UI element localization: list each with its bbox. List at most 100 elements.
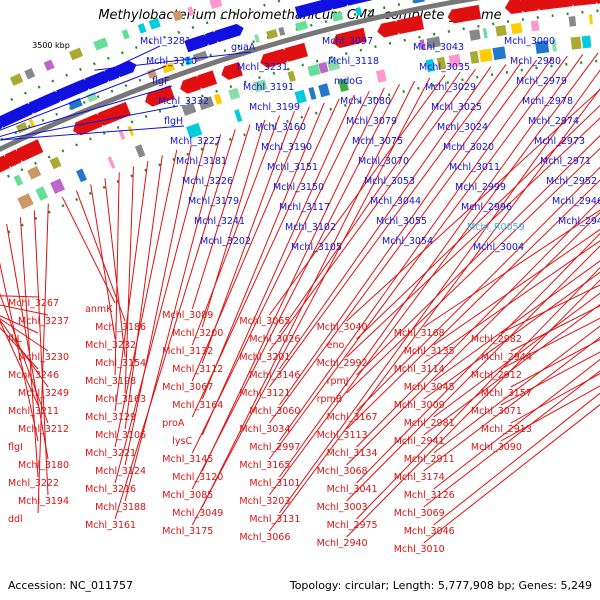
- cog-tick: [148, 17, 161, 30]
- gene-label-reverse: eno: [327, 340, 345, 351]
- gene-arrow: [194, 70, 218, 89]
- label-leader: [423, 336, 600, 472]
- gene-label-reverse: Mchl_3180: [18, 460, 69, 471]
- gene-label-reverse: Mchl_3101: [249, 478, 300, 489]
- gene-label-reverse: Mchl_3211: [8, 406, 59, 417]
- label-leader: [114, 149, 178, 448]
- cog-tick: [308, 87, 317, 100]
- cog-tick: [479, 48, 493, 63]
- cog-tick: [469, 29, 481, 41]
- gene-arrow: [145, 85, 175, 107]
- label-leader: [278, 66, 492, 370]
- label-leader: [268, 64, 507, 388]
- label-leader: [0, 65, 167, 131]
- cog-tick: [13, 174, 24, 187]
- gene-label-forward: Mchl_2973: [534, 136, 585, 147]
- cog-tick: [568, 16, 577, 27]
- gene-label-reverse: Mchl_2940: [317, 538, 368, 549]
- gene-arrow: [180, 75, 201, 94]
- label-leader: [356, 232, 600, 484]
- gene-label-reverse: Mchl_2941: [394, 436, 445, 447]
- label-leader: [423, 240, 600, 364]
- label-leader: [19, 217, 39, 478]
- label-leader: [0, 105, 179, 141]
- label-leader: [433, 358, 600, 490]
- label-leader: [33, 210, 49, 496]
- gene-arrow: [330, 0, 350, 10]
- gene-label-forward: Mchl_3029: [425, 82, 476, 93]
- cog-tick: [287, 70, 296, 82]
- gene-label-reverse: Mchl_3060: [249, 406, 300, 417]
- gene-label-reverse: Mchl_2975: [327, 520, 378, 531]
- reverse-gene-labels: Mchl_3267 Mchl_3237 fliL Mchl_3230 Mchl_3246…: [8, 298, 532, 555]
- cog-tick: [27, 166, 42, 180]
- gene-arrow: [393, 15, 424, 35]
- label-leader: [423, 304, 600, 436]
- label-leader: [124, 166, 134, 394]
- gene-label-reverse: Mchl_3186: [95, 322, 146, 333]
- gene-label-reverse: Mchl_3090: [471, 442, 522, 453]
- gene-arrow: [56, 79, 91, 102]
- gene-label-reverse: Mchl_3203: [239, 496, 290, 507]
- gene-label-forward: Mchl_3053: [364, 176, 415, 187]
- label-leader: [346, 147, 600, 394]
- label-leader: [0, 85, 173, 138]
- gene-label-forward: Mchl_3281: [140, 36, 191, 47]
- gene-label-forward: Mchl_3097: [322, 36, 373, 47]
- gene-arrow: [28, 91, 63, 114]
- cog-band-reverse: [13, 14, 593, 187]
- label-leader: [346, 279, 600, 538]
- label-leader: [423, 209, 600, 328]
- gene-label-reverse: flgI: [8, 442, 23, 453]
- gene-label-forward: Mchl_3025: [431, 102, 482, 113]
- cog-tick: [570, 36, 582, 50]
- accession-label: Accession: NC_011757: [8, 579, 134, 592]
- gene-label-forward: Mchl_3160: [255, 122, 306, 133]
- gene-label-reverse: Mchl_3135: [404, 346, 455, 357]
- scale-label: 3500 kbp: [32, 41, 70, 50]
- gene-label-forward: Mchl_3241: [194, 216, 245, 227]
- gene-label-forward: flgF: [152, 76, 169, 87]
- gene-label-reverse: Mchl_3222: [8, 478, 59, 489]
- cog-tick: [278, 26, 286, 36]
- gene-label-reverse: Mchl_3194: [18, 496, 69, 507]
- genome-rings: [0, 0, 600, 238]
- label-leader: [94, 51, 252, 71]
- gene-arrow: [116, 60, 137, 78]
- cog-tick: [492, 46, 507, 61]
- gene-label-forward: Mchl_3191: [243, 82, 294, 93]
- cog-tick: [295, 20, 308, 32]
- label-leader: [0, 320, 39, 406]
- gene-arrow: [84, 71, 111, 90]
- gene-label-reverse: Mchl_2997: [249, 442, 300, 453]
- gene-label-forward: Mchl_3310: [146, 56, 197, 67]
- gene-label-forward: Mchl_3231: [237, 62, 288, 73]
- cog-tick: [530, 20, 540, 32]
- cog-tick: [187, 6, 195, 17]
- gene-label-reverse: Mchl_3201: [239, 352, 290, 363]
- gene-arrow: [377, 20, 399, 38]
- gene-label-reverse: Mchl_3066: [239, 532, 290, 543]
- cog-tick: [510, 22, 523, 35]
- gene-label-reverse: Mchl_3249: [18, 388, 69, 399]
- label-leader: [191, 77, 431, 526]
- gene-label-reverse: Mchl_3040: [317, 322, 368, 333]
- gene-label-reverse: Mchl_3106: [95, 430, 146, 441]
- cog-tick: [209, 0, 223, 10]
- cog-tick: [76, 168, 87, 183]
- label-leader: [346, 179, 600, 430]
- gene-label-forward: Mchl_2952: [546, 176, 597, 187]
- label-leader: [346, 245, 600, 502]
- gene-label-reverse: proA: [162, 418, 185, 429]
- label-leader: [268, 69, 476, 352]
- label-leader: [0, 304, 49, 316]
- cog-tick: [121, 29, 130, 40]
- cog-tick: [107, 156, 116, 169]
- gene-arrow: [517, 0, 539, 13]
- label-leader: [201, 80, 416, 508]
- cog-tick: [172, 10, 184, 22]
- label-leader: [90, 184, 116, 340]
- gene-label-reverse: Mchl_3026: [249, 334, 300, 345]
- gene-label-forward: flgH: [164, 116, 183, 127]
- gene-label-reverse: Mchl_3267: [8, 298, 59, 309]
